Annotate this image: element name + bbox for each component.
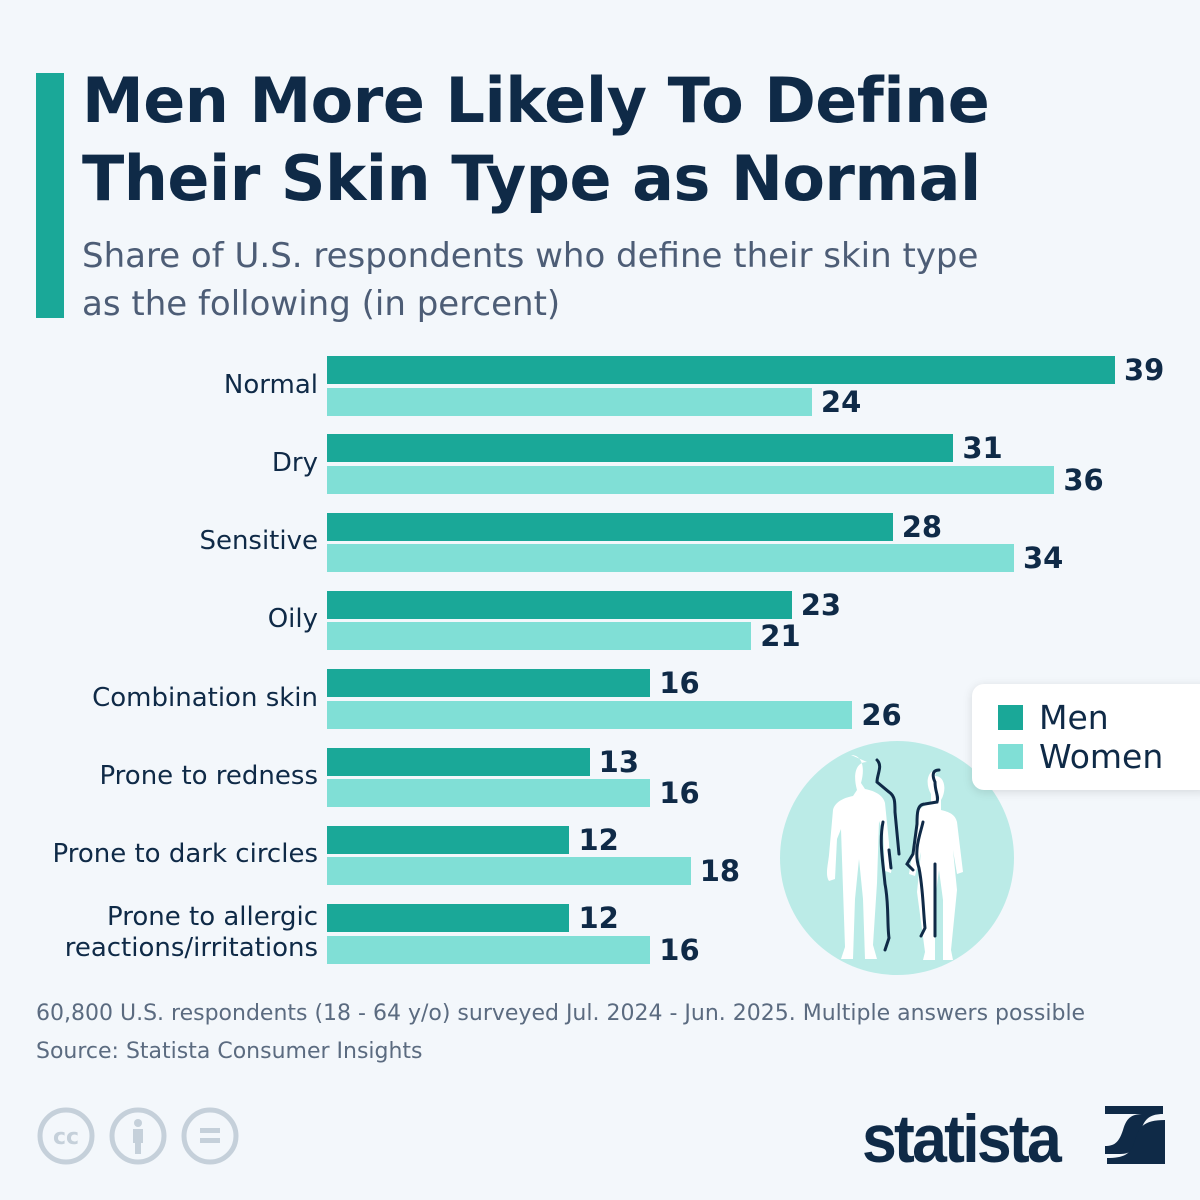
legend: Men Women xyxy=(972,684,1200,790)
bar-men xyxy=(327,590,792,619)
data-label-men: 13 xyxy=(598,744,640,779)
legend-item-men: Men xyxy=(998,698,1109,737)
category-label: Combination skin xyxy=(92,682,318,713)
data-label-women: 36 xyxy=(1063,462,1104,497)
bar-women xyxy=(327,465,1055,494)
page-title: Men More Likely To Define Their Skin Type… xyxy=(82,62,1082,218)
data-label-men: 23 xyxy=(800,587,842,622)
data-label-women: 34 xyxy=(1022,541,1064,576)
data-label-women: 16 xyxy=(659,776,700,810)
data-label-men: 12 xyxy=(578,901,619,936)
creative-commons-icon[interactable]: cc xyxy=(36,1106,96,1166)
bar-men xyxy=(327,669,651,698)
category-label: Sensitive xyxy=(199,526,318,557)
subtitle: Share of U.S. respondents who define the… xyxy=(82,232,1132,328)
legend-item-women: Women xyxy=(998,737,1163,776)
data-label-men: 28 xyxy=(901,509,943,544)
bar-women xyxy=(327,387,812,416)
title-line-2: Their Skin Type as Normal xyxy=(82,142,981,215)
bar-men xyxy=(327,512,893,541)
data-label-women: 24 xyxy=(820,384,862,419)
subtitle-line-2: as the following (in percent) xyxy=(82,284,561,324)
bar-women xyxy=(327,935,651,964)
data-label-men: 16 xyxy=(659,666,700,701)
bar-women xyxy=(327,857,691,886)
statista-logo-icon xyxy=(1105,1106,1165,1164)
svg-text:cc: cc xyxy=(53,1125,79,1150)
legend-label-men: Men xyxy=(1039,698,1109,737)
bar-men xyxy=(327,904,570,933)
bar-women xyxy=(327,700,853,729)
bar-women xyxy=(327,544,1014,573)
category-label: Normal xyxy=(223,369,318,400)
man-silhouette-icon xyxy=(826,755,901,959)
bar-chart: Normal 39 24 Dry 31 36 Sensitive 28 34 Oily 23 21 Co… xyxy=(52,353,1165,967)
category-label: Dry xyxy=(271,447,318,478)
title-accent-bar xyxy=(36,73,64,318)
category-label: Prone to redness xyxy=(99,761,318,791)
category-label: Prone to dark circles xyxy=(52,839,319,870)
subtitle-line-1: Share of U.S. respondents who define the… xyxy=(82,236,979,276)
data-label-women: 21 xyxy=(760,619,801,654)
legend-label-women: Women xyxy=(1039,737,1164,776)
category-label: Oily xyxy=(267,604,318,635)
data-label-men: 12 xyxy=(578,822,619,857)
no-derivatives-icon[interactable] xyxy=(180,1106,240,1166)
bar-women xyxy=(327,622,752,651)
data-label-men: 39 xyxy=(1124,353,1165,387)
footnote: 60,800 U.S. respondents (18 - 64 y/o) su… xyxy=(36,1001,1086,1026)
men-women-illustration xyxy=(780,741,1014,975)
bar-women xyxy=(327,779,651,807)
data-label-men: 31 xyxy=(962,431,1003,466)
bar-men xyxy=(327,825,570,854)
data-label-women: 26 xyxy=(861,697,902,732)
bar-men xyxy=(327,434,954,463)
bar-men xyxy=(327,356,1115,384)
bar-men xyxy=(327,747,590,776)
source: Source: Statista Consumer Insights xyxy=(36,1039,423,1064)
statista-logo-text: statista xyxy=(862,1101,1062,1177)
woman-silhouette-icon xyxy=(905,768,963,960)
data-label-women: 18 xyxy=(699,854,741,889)
title-line-1: Men More Likely To Define xyxy=(82,64,990,137)
illustration-circle xyxy=(780,741,1014,975)
category-label: Prone to allergic reactions/irritations xyxy=(64,902,318,964)
legend-swatch-men xyxy=(998,705,1023,730)
data-label-women: 16 xyxy=(659,932,700,967)
legend-swatch-women xyxy=(998,744,1023,769)
attribution-icon[interactable] xyxy=(108,1106,168,1166)
